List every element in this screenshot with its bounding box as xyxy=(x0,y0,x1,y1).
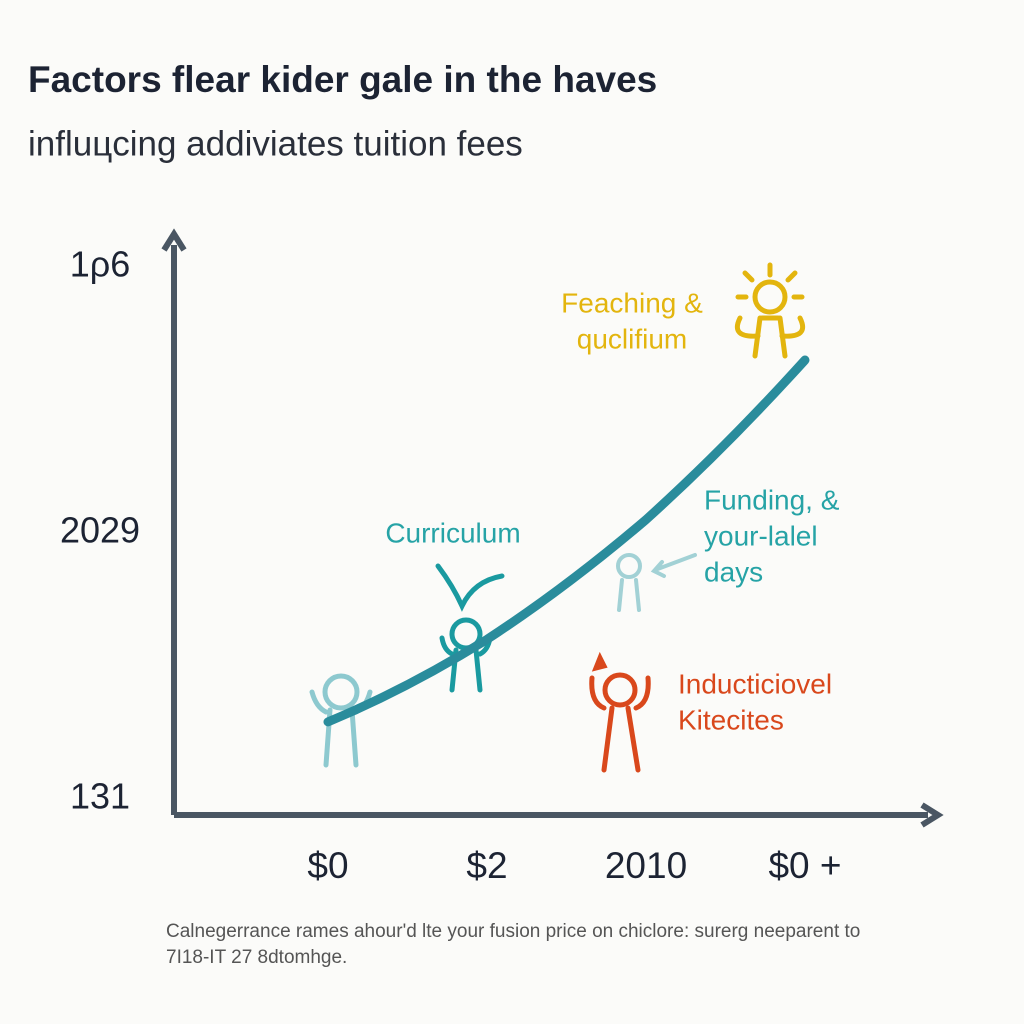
footnote: Calnegerrance rames ahour'd lte your fus… xyxy=(166,921,860,942)
annotation: Feaching & xyxy=(561,287,703,318)
figure-teal-1 xyxy=(309,673,373,768)
chart-title: Factors flear kider gale in the haves xyxy=(28,59,657,100)
footnote: 7I18-IT 27 8dtomhge. xyxy=(166,947,347,968)
y-tick-label: 2029 xyxy=(60,509,140,550)
annotation: your-lalel xyxy=(704,520,818,551)
annotation: Inducticiovel xyxy=(678,668,832,699)
chart-subtitle: influцcing addiviates tuition fees xyxy=(28,124,523,163)
x-tick-label: $0 xyxy=(307,845,348,886)
x-arrow xyxy=(920,802,944,828)
line xyxy=(323,355,810,727)
y-arrow xyxy=(161,228,187,252)
x-tick-label: 2010 xyxy=(605,845,687,886)
x-tick-label: $0 + xyxy=(768,845,841,886)
y-tick-label: 131 xyxy=(70,776,130,817)
annotation: Curriculum xyxy=(385,517,520,548)
figure-teal-3 xyxy=(616,553,697,612)
annotation: Funding, & xyxy=(704,484,840,515)
annotation: Kitecites xyxy=(678,704,784,735)
y-tick-label: 1ρ6 xyxy=(70,243,131,284)
annotation: days xyxy=(704,556,763,587)
figure-red xyxy=(589,651,651,773)
figure-yellow xyxy=(734,262,806,359)
x-tick-label: $2 xyxy=(466,845,507,886)
annotation: quclifium xyxy=(577,323,687,354)
axes xyxy=(161,228,944,828)
